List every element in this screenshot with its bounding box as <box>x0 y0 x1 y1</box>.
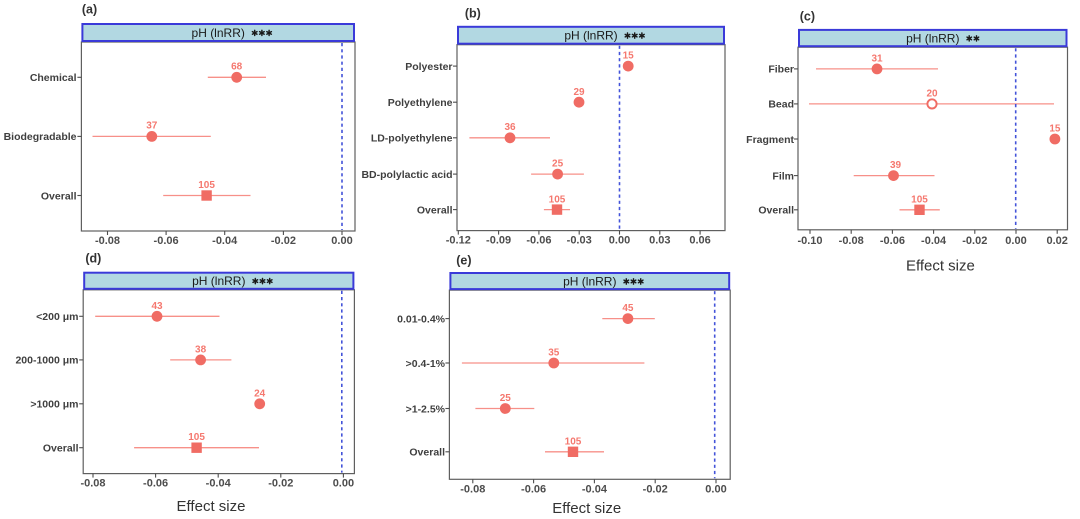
svg-text:31: 31 <box>871 53 883 64</box>
svg-text:pH (lnRR): pH (lnRR) <box>192 274 245 288</box>
svg-text:>1-2.5%: >1-2.5% <box>406 403 446 415</box>
svg-text:-0.12: -0.12 <box>446 234 471 246</box>
svg-text:Polyethylene: Polyethylene <box>388 97 453 109</box>
svg-text:Bead: Bead <box>768 99 794 111</box>
svg-text:-0.02: -0.02 <box>268 478 293 490</box>
svg-text:>1000 μm: >1000 μm <box>30 399 78 411</box>
svg-text:-0.02: -0.02 <box>271 235 296 247</box>
svg-text:Effect size: Effect size <box>177 498 246 515</box>
svg-text:24: 24 <box>254 388 266 399</box>
svg-text:-0.04: -0.04 <box>206 478 232 490</box>
svg-text:Overall: Overall <box>41 190 77 202</box>
svg-text:35: 35 <box>548 348 560 359</box>
svg-text:(a): (a) <box>82 3 97 17</box>
svg-text:(c): (c) <box>800 10 815 24</box>
svg-text:pH (lnRR): pH (lnRR) <box>564 29 617 43</box>
svg-text:pH (lnRR): pH (lnRR) <box>563 274 616 288</box>
svg-text:-0.03: -0.03 <box>567 234 592 246</box>
svg-text:15: 15 <box>1049 123 1061 134</box>
svg-text:-0.06: -0.06 <box>143 478 168 490</box>
svg-text:LD-polyethylene: LD-polyethylene <box>371 133 453 145</box>
svg-text:0.06: 0.06 <box>689 234 710 246</box>
svg-text:-0.06: -0.06 <box>521 483 546 495</box>
svg-text:68: 68 <box>231 61 243 72</box>
svg-text:0.00: 0.00 <box>609 234 630 246</box>
svg-text:<200 μm: <200 μm <box>36 311 78 323</box>
svg-text:15: 15 <box>623 51 635 62</box>
svg-text:-0.04: -0.04 <box>921 235 947 247</box>
svg-text:0.00: 0.00 <box>1005 235 1026 247</box>
svg-text:25: 25 <box>500 393 512 404</box>
svg-text:Polyester: Polyester <box>405 61 452 73</box>
svg-text:0.00: 0.00 <box>705 483 726 495</box>
svg-text:-0.09: -0.09 <box>486 234 511 246</box>
svg-text:(d): (d) <box>85 252 101 266</box>
svg-text:105: 105 <box>911 195 928 206</box>
svg-text:105: 105 <box>549 194 566 205</box>
svg-text:Overall: Overall <box>409 447 445 459</box>
svg-text:0.01-0.4%: 0.01-0.4% <box>397 313 446 325</box>
svg-text:200-1000 μm: 200-1000 μm <box>15 355 78 367</box>
svg-text:39: 39 <box>890 160 902 171</box>
svg-text:-0.02: -0.02 <box>962 235 987 247</box>
svg-text:-0.04: -0.04 <box>582 483 608 495</box>
svg-text:105: 105 <box>198 180 215 191</box>
svg-text:-0.02: -0.02 <box>643 483 668 495</box>
svg-text:BD-polylactic acid: BD-polylactic acid <box>361 169 452 181</box>
svg-text:-0.08: -0.08 <box>80 478 105 490</box>
svg-text:pH (lnRR): pH (lnRR) <box>192 26 245 40</box>
svg-text:37: 37 <box>146 121 158 132</box>
svg-text:-0.10: -0.10 <box>797 235 822 247</box>
svg-text:Effect size: Effect size <box>906 258 975 275</box>
svg-text:Fiber: Fiber <box>768 64 794 76</box>
svg-text:-0.08: -0.08 <box>460 483 485 495</box>
svg-text:Chemical: Chemical <box>30 72 77 84</box>
svg-text:0.03: 0.03 <box>649 234 670 246</box>
svg-text:(e): (e) <box>456 254 471 268</box>
svg-text:>0.4-1%: >0.4-1% <box>406 358 446 370</box>
svg-text:-0.06: -0.06 <box>526 234 551 246</box>
svg-text:36: 36 <box>504 122 516 133</box>
svg-text:Overall: Overall <box>758 205 794 217</box>
svg-text:pH (lnRR): pH (lnRR) <box>906 31 959 45</box>
svg-text:-0.06: -0.06 <box>154 235 179 247</box>
svg-text:0.00: 0.00 <box>331 235 352 247</box>
svg-text:Film: Film <box>772 170 794 182</box>
svg-text:Overall: Overall <box>417 204 453 216</box>
svg-text:-0.08: -0.08 <box>839 235 864 247</box>
svg-text:0.00: 0.00 <box>333 478 354 490</box>
svg-text:Effect size: Effect size <box>552 500 621 517</box>
svg-text:Biodegradable: Biodegradable <box>4 131 77 143</box>
svg-text:(b): (b) <box>465 7 481 21</box>
svg-text:38: 38 <box>195 344 207 355</box>
svg-text:Fragment: Fragment <box>746 134 794 146</box>
svg-text:-0.04: -0.04 <box>212 235 238 247</box>
svg-text:20: 20 <box>926 88 938 99</box>
svg-text:0.02: 0.02 <box>1046 235 1067 247</box>
svg-text:25: 25 <box>552 159 564 170</box>
svg-text:105: 105 <box>188 432 205 443</box>
svg-text:-0.06: -0.06 <box>880 235 905 247</box>
svg-text:-0.08: -0.08 <box>95 235 120 247</box>
svg-text:105: 105 <box>565 436 582 447</box>
svg-text:43: 43 <box>151 301 163 312</box>
svg-text:Overall: Overall <box>43 442 79 454</box>
svg-text:45: 45 <box>622 303 634 314</box>
svg-text:29: 29 <box>573 87 585 98</box>
